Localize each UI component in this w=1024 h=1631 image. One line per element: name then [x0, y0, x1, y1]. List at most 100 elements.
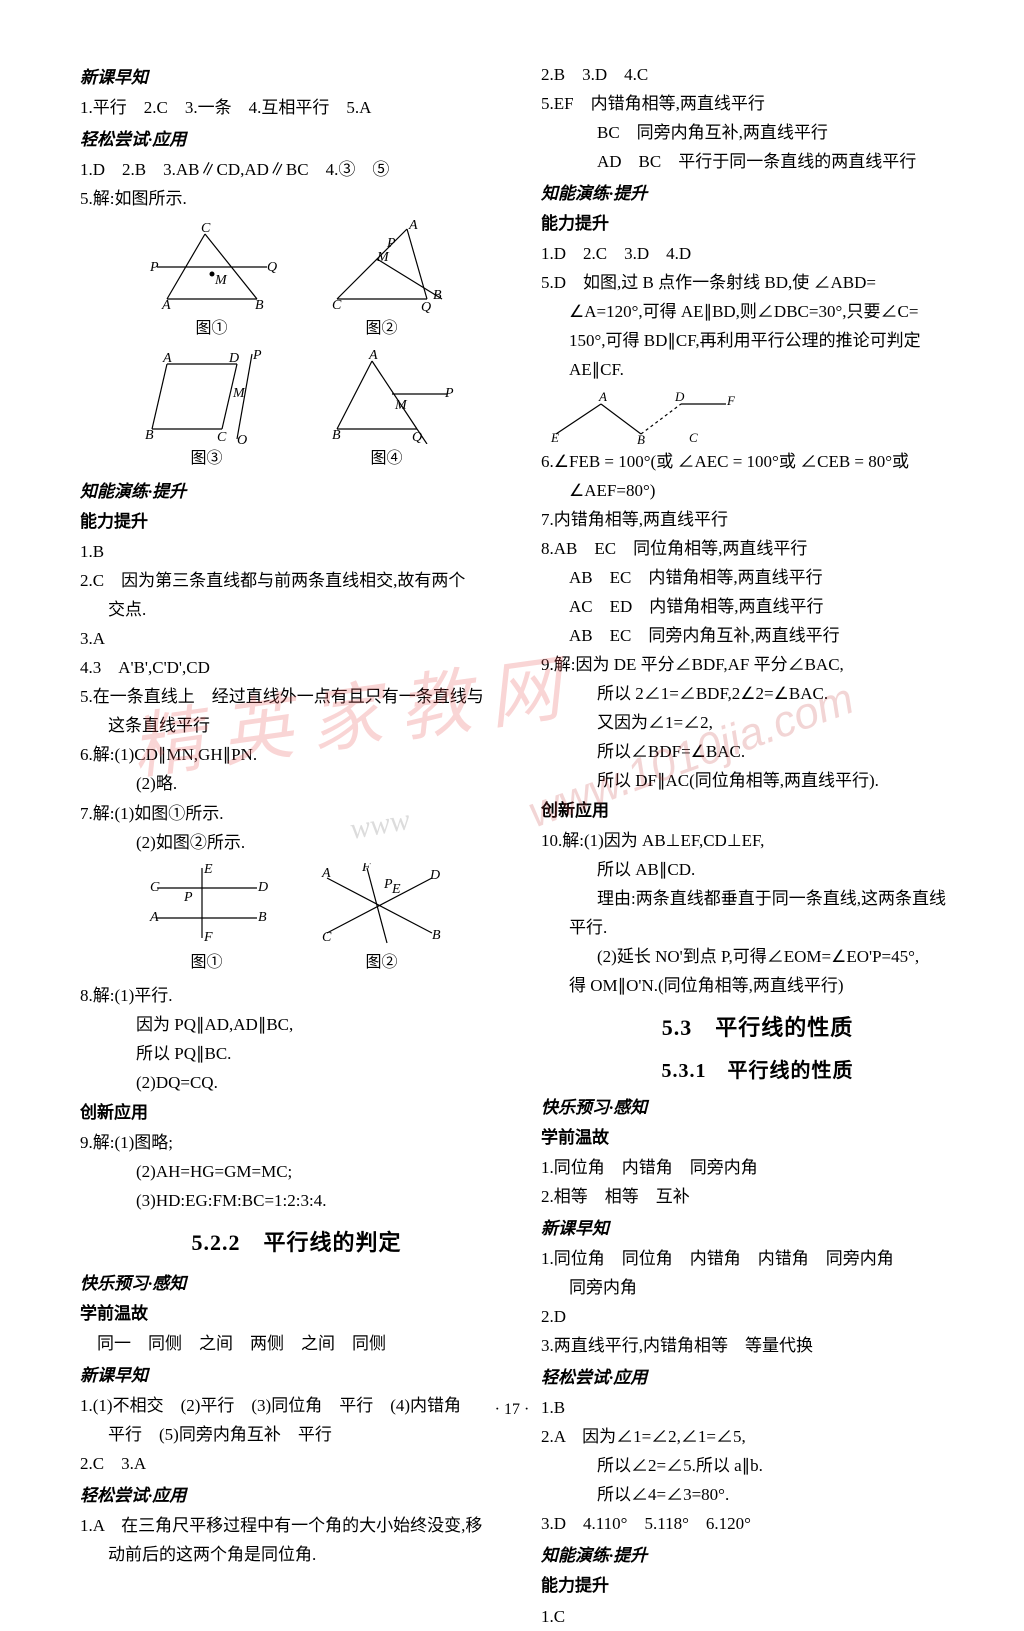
figure-label: 图① — [142, 950, 272, 976]
svg-text:P: P — [383, 877, 393, 892]
svg-text:D: D — [257, 880, 268, 895]
text-line: 10.解:(1)因为 AB⊥EF,CD⊥EF, — [541, 827, 974, 855]
text-line: 得 OM∥O'N.(同位角相等,两直线平行) — [541, 972, 974, 1000]
text-line: 9.解:(1)图略; — [80, 1129, 513, 1157]
chapter-heading: 5.3 平行线的性质 — [541, 1010, 974, 1046]
text-line: 7.内错角相等,两直线平行 — [541, 506, 974, 534]
text-line: (2)AH=HG=GM=MC; — [80, 1158, 513, 1186]
text-line: 2.C 因为第三条直线都与前两条直线相交,故有两个 — [80, 567, 513, 595]
text-line: 又因为∠1=∠2, — [541, 709, 974, 737]
svg-text:E: E — [203, 863, 213, 877]
svg-text:C: C — [322, 930, 332, 945]
section-title: 知能演练·提升 — [541, 180, 974, 208]
section-title: 轻松尝试·应用 — [80, 126, 513, 154]
text-line: AD BC 平行于同一条直线的两直线平行 — [541, 148, 974, 176]
text-line: 动前后的这两个角是同位角. — [80, 1541, 513, 1569]
text-line: AB EC 内错角相等,两直线平行 — [541, 564, 974, 592]
svg-text:C: C — [332, 298, 342, 313]
text-line: (2)DQ=CQ. — [80, 1069, 513, 1097]
figure-label: 图④ — [317, 446, 457, 472]
triangle-diagram-icon: C Q B A P M — [317, 219, 447, 314]
subsection-title: 能力提升 — [541, 210, 974, 238]
text-line: 1.同位角 内错角 同旁内角 — [541, 1154, 974, 1182]
svg-text:D: D — [228, 351, 239, 366]
triangle-diagram-icon: A B C P Q M — [147, 219, 277, 314]
svg-text:A: A — [598, 389, 607, 404]
angle-diagram-icon: A E B D C F — [541, 389, 741, 444]
text-line: 同旁内角 — [541, 1274, 974, 1302]
svg-text:Q: Q — [412, 430, 422, 444]
text-line: 4.3 A'B',C'D',CD — [80, 654, 513, 682]
text-line: (3)HD:EG:FM:BC=1:2:3:4. — [80, 1187, 513, 1215]
text-line: 1.C — [541, 1603, 974, 1631]
svg-text:B: B — [432, 928, 441, 943]
text-line: 所以∠2=∠5.所以 a∥b. — [541, 1452, 974, 1480]
text-line: 1.D 2.C 3.D 4.D — [541, 240, 974, 268]
text-line: 5.在一条直线上 经过直线外一点有且只有一条直线与 — [80, 683, 513, 711]
figure-label: 图① — [147, 316, 277, 342]
section-title: 快乐预习·感知 — [80, 1270, 513, 1298]
text-line: 1.(1)不相交 (2)平行 (3)同位角 平行 (4)内错角 — [80, 1392, 513, 1420]
lines-diagram-icon: C D A B E F P — [142, 863, 272, 948]
text-line: 理由:两条直线都垂直于同一条直线,这两条直线 — [541, 885, 974, 913]
text-line: 所以 2∠1=∠BDF,2∠2=∠BAC. — [541, 680, 974, 708]
svg-text:C: C — [150, 880, 160, 895]
text-line: 2.D — [541, 1303, 974, 1331]
text-line: 5.解:如图所示. — [80, 185, 513, 213]
svg-text:D: D — [674, 389, 685, 404]
text-line: 5.D 如图,过 B 点作一条射线 BD,使 ∠ABD= — [541, 269, 974, 297]
svg-text:B: B — [433, 288, 442, 303]
text-line: 1.A 在三角尺平移过程中有一个角的大小始终没变,移 — [80, 1512, 513, 1540]
triangle-diagram-icon: B Q A P M — [317, 349, 457, 444]
svg-text:A: A — [321, 866, 331, 881]
svg-text:C: C — [217, 430, 227, 444]
svg-text:Q: Q — [267, 260, 277, 275]
svg-text:B: B — [258, 910, 267, 925]
text-line: AB EC 同旁内角互补,两直线平行 — [541, 622, 974, 650]
text-line: 8.AB EC 同位角相等,两直线平行 — [541, 535, 974, 563]
section-title: 轻松尝试·应用 — [541, 1364, 974, 1392]
crossing-lines-diagram-icon: A D C B F E P — [312, 863, 452, 948]
svg-text:B: B — [637, 432, 645, 444]
text-line: BC 同旁内角互补,两直线平行 — [541, 119, 974, 147]
text-line: AC ED 内错角相等,两直线平行 — [541, 593, 974, 621]
text-line: 所以 PQ∥BC. — [80, 1040, 513, 1068]
svg-text:P: P — [252, 349, 262, 363]
svg-text:B: B — [255, 298, 264, 313]
section-title: 知能演练·提升 — [80, 478, 513, 506]
text-line: 7.解:(1)如图①所示. — [80, 800, 513, 828]
text-line: 1.B — [80, 538, 513, 566]
section-title: 知能演练·提升 — [541, 1542, 974, 1570]
figure-label: 图③ — [137, 446, 277, 472]
text-line: 1.B — [541, 1394, 974, 1422]
text-line: AE∥CF. — [541, 356, 974, 384]
figure: A E B D C F — [541, 389, 974, 444]
text-line: (2)略. — [80, 770, 513, 798]
text-line: 2.A 因为∠1=∠2,∠1=∠5, — [541, 1423, 974, 1451]
subsection-title: 学前温故 — [541, 1124, 974, 1152]
text-line: 交点. — [80, 596, 513, 624]
text-line: 3.D 4.110° 5.118° 6.120° — [541, 1510, 974, 1538]
subsection-title: 能力提升 — [80, 508, 513, 536]
figure: C Q B A P M 图② — [317, 219, 447, 342]
text-line: 5.EF 内错角相等,两直线平行 — [541, 90, 974, 118]
text-line: 2.相等 相等 互补 — [541, 1183, 974, 1211]
figure: A D B C P Q M 图③ — [137, 349, 277, 472]
figure: B Q A P M 图④ — [317, 349, 457, 472]
svg-text:F: F — [203, 930, 213, 945]
svg-text:A: A — [408, 219, 418, 233]
text-line: 因为 PQ∥AD,AD∥BC, — [80, 1011, 513, 1039]
text-line: 2.B 3.D 4.C — [541, 61, 974, 89]
left-column: 新课早知 1.平行 2.C 3.一条 4.互相平行 5.A 轻松尝试·应用 1.… — [80, 60, 513, 1403]
chapter-heading: 5.2.2 平行线的判定 — [80, 1225, 513, 1261]
text-line: 同一 同侧 之间 两侧 之间 同侧 — [80, 1330, 513, 1358]
text-line: 所以 DF∥AC(同位角相等,两直线平行). — [541, 767, 974, 795]
text-line: 所以∠BDF=∠BAC. — [541, 738, 974, 766]
svg-text:A: A — [162, 351, 172, 366]
section-title: 新课早知 — [80, 1362, 513, 1390]
section-title: 新课早知 — [541, 1215, 974, 1243]
svg-text:F: F — [361, 863, 371, 875]
subsection-title: 学前温故 — [80, 1300, 513, 1328]
text-line: ∠AEF=80°) — [541, 477, 974, 505]
page-number: · 17 · — [495, 1397, 530, 1423]
